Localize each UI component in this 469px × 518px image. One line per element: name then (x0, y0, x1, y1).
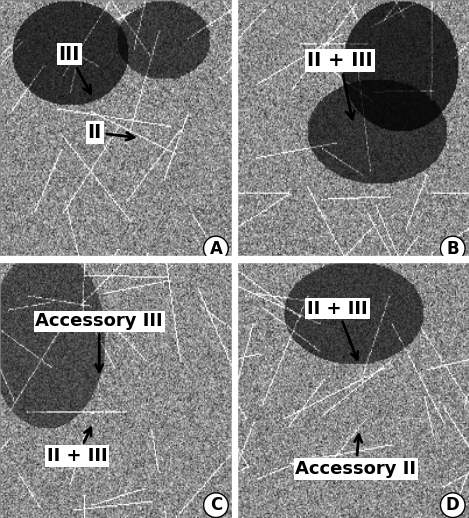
Text: C: C (210, 496, 222, 514)
Text: D: D (446, 496, 460, 514)
Text: Accessory II: Accessory II (295, 435, 416, 478)
Text: Accessory III: Accessory III (35, 312, 163, 372)
Text: III: III (59, 45, 91, 94)
Text: II + III: II + III (307, 51, 373, 119)
Text: B: B (446, 239, 459, 257)
Text: II + III: II + III (47, 428, 108, 465)
Text: A: A (210, 239, 222, 257)
Text: II: II (88, 123, 134, 142)
Text: II + III: II + III (307, 299, 368, 359)
